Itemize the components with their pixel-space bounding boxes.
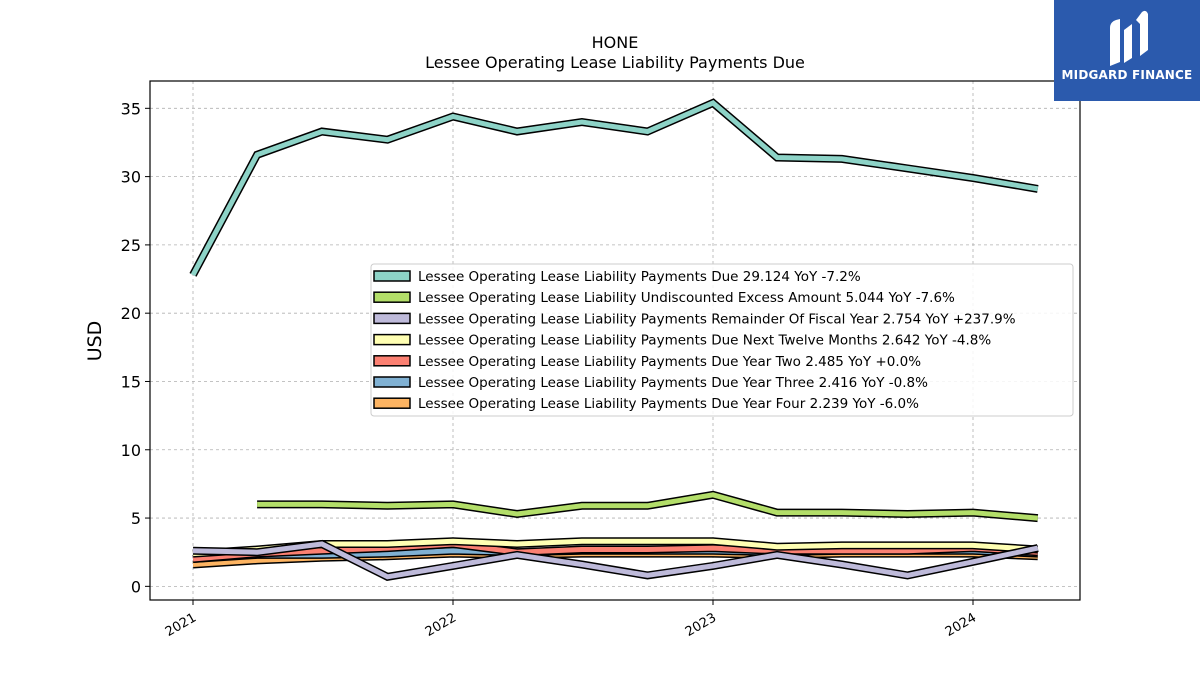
legend-label: Lessee Operating Lease Liability Payment…	[418, 396, 919, 412]
series-line-fill	[192, 538, 1038, 557]
legend-label: Lessee Operating Lease Liability Undisco…	[418, 290, 955, 306]
y-tick-label: 30	[121, 168, 141, 187]
legend-label: Lessee Operating Lease Liability Payment…	[418, 375, 928, 391]
y-axis: 0 5 10 15 20 25 30 35	[121, 99, 150, 596]
legend-label: Lessee Operating Lease Liability Payment…	[418, 311, 1016, 327]
chart-title: HONE	[592, 33, 639, 52]
series-line	[189, 98, 1039, 277]
x-axis: 2021 2022 2023 2024	[163, 600, 979, 640]
x-tick-label: 2022	[423, 610, 459, 640]
series-layer	[189, 98, 1039, 581]
legend-item: Lessee Operating Lease Liability Undisco…	[373, 290, 955, 306]
y-tick-label: 0	[131, 577, 141, 596]
legend-swatch	[373, 312, 411, 325]
chart-subtitle: Lessee Operating Lease Liability Payment…	[425, 53, 805, 72]
legend-swatch	[373, 355, 411, 367]
y-tick-label: 20	[121, 304, 141, 323]
legend-label: Lessee Operating Lease Liability Payment…	[418, 333, 991, 349]
legend-label: Lessee Operating Lease Liability Payment…	[418, 269, 861, 285]
y-tick-label: 25	[121, 236, 141, 255]
plot-frame	[149, 80, 1081, 601]
x-tick-label: 2024	[943, 610, 979, 640]
series-line	[192, 537, 1039, 558]
legend-swatch	[373, 270, 411, 282]
legend-item: Lessee Operating Lease Liability Payment…	[373, 269, 861, 285]
legend-item: Lessee Operating Lease Liability Payment…	[373, 311, 1016, 327]
legend-item: Lessee Operating Lease Liability Payment…	[373, 375, 928, 391]
series-line	[257, 490, 1039, 523]
legend-item: Lessee Operating Lease Liability Payment…	[373, 396, 919, 412]
legend-swatch	[373, 397, 411, 409]
series-line-fill	[192, 541, 1039, 580]
midgard-logo: MIDGARD FINANCE	[1054, 0, 1200, 101]
series-line-fill	[257, 492, 1039, 521]
y-tick-label: 35	[121, 99, 141, 118]
midgard-logo-icon	[1110, 10, 1148, 66]
legend-item: Lessee Operating Lease Liability Payment…	[373, 354, 921, 370]
legend-box	[370, 263, 1074, 417]
x-tick-label: 2021	[163, 610, 199, 640]
y-tick-label: 15	[121, 372, 141, 391]
logo-text: MIDGARD FINANCE	[1061, 68, 1193, 82]
series-line	[192, 539, 1039, 581]
legend-swatch	[373, 291, 411, 303]
x-tick-label: 2023	[683, 610, 719, 640]
legend-label: Lessee Operating Lease Liability Payment…	[418, 354, 921, 370]
legend-item: Lessee Operating Lease Liability Payment…	[373, 333, 991, 349]
y-axis-label: USD	[84, 321, 106, 362]
legend: Lessee Operating Lease Liability Payment…	[370, 263, 1074, 417]
legend-swatch	[373, 333, 411, 346]
series-line-fill	[190, 99, 1039, 277]
y-tick-label: 10	[121, 441, 141, 460]
legend-swatch	[373, 376, 411, 388]
y-tick-label: 5	[131, 509, 141, 528]
